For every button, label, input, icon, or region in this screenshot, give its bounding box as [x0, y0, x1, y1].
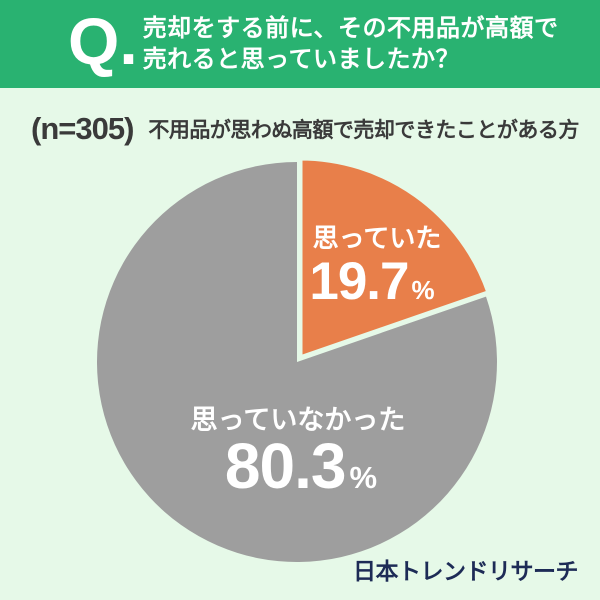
pie-slice-expected	[297, 155, 492, 361]
slice-label-not-expected: 思っていなかった	[191, 405, 406, 435]
slice-value-not-expected-unit: %	[349, 460, 377, 495]
question-title-line1: 売却をする前に、その不用品が高額で	[142, 15, 559, 42]
q-mark: Q.	[68, 4, 138, 78]
subtitle-row: (n=305) 不用品が思わぬ高額で売却できたことがある方	[31, 106, 591, 152]
question-title-line2: 売れると思っていましたか？	[142, 46, 460, 73]
brand-logo: 日本トレンドリサーチ	[353, 558, 579, 584]
pie-slice-expected-group	[297, 155, 492, 361]
slice-value-expected-unit: %	[412, 275, 435, 305]
slice-value-not-expected: 80.3%	[225, 430, 377, 502]
question-header: Q. 売却をする前に、その不用品が高額で 売れると思っていましたか？	[0, 0, 600, 88]
sample-size: (n=305)	[31, 111, 134, 146]
slice-value-not-expected-number: 80.3	[225, 430, 346, 502]
slice-value-expected-number: 19.7	[309, 252, 408, 311]
slice-value-expected: 19.7%	[309, 252, 434, 311]
question-title: 売却をする前に、その不用品が高額で 売れると思っていましたか？	[143, 13, 559, 75]
respondent-description: 不用品が思わぬ高額で売却できたことがある方	[148, 119, 579, 142]
pie-slice-not-expected	[96, 161, 497, 562]
slice-label-expected: 思っていた	[313, 223, 442, 253]
